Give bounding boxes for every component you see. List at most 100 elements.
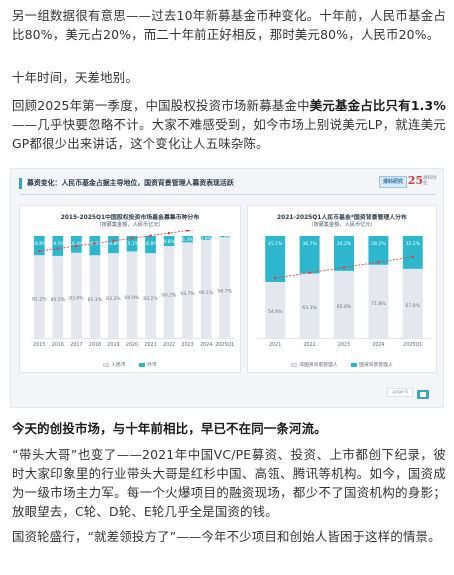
chart-panel-currency: 2015-2025Q1中国股权投资市场基金募集币种分布 （按募集金额，人民币亿元…: [19, 205, 241, 373]
bar-人民币: [126, 251, 138, 338]
infographic-title: 募资变化：人民币基金占据主导地位，国资背景管理人募资表现活跃: [27, 179, 234, 187]
trend-point: [37, 249, 41, 253]
trend-point: [186, 230, 189, 232]
article-paragraph-1: 另一组数据很有意思——过去10年新募基金币种变化。十年前，人民币基金占比80%，…: [12, 8, 446, 42]
manager-bar-chart: 54.9% 45.1% 2021 63.3% 36.7% 2022 65.8% 34.2% 20…: [258, 236, 430, 348]
legend-label-foreign: 外币: [147, 363, 157, 368]
data-label: 32.2%: [406, 241, 421, 247]
data-label: 36.7%: [302, 241, 317, 247]
tick-label: 2025Q1: [403, 342, 422, 348]
data-label: 96.1%: [199, 290, 214, 296]
tick-label: 2018: [89, 342, 101, 348]
trend-point: [112, 239, 115, 243]
data-label: 93.7%: [180, 291, 195, 297]
trend-point: [93, 242, 97, 245]
bar-外币: [145, 236, 156, 254]
bar-非国资背景管理人: [299, 273, 320, 338]
paragraph-3-highlight: 美元基金占比只有1.3%: [309, 98, 446, 113]
tick-label: 2022: [163, 342, 175, 348]
bar-外币: [219, 236, 231, 238]
tick-label: 2020: [126, 342, 138, 348]
anniversary-logo-text: 清科创业: [423, 176, 437, 186]
data-label: 67.8%: [406, 303, 421, 309]
tick-label: 2025Q1: [215, 342, 234, 348]
document-icon: [417, 390, 429, 399]
trend-point: [130, 236, 134, 240]
trend-point: [377, 260, 380, 264]
tick-label: 2022: [303, 342, 315, 348]
data-label: 16.8%: [106, 241, 121, 247]
data-label: 1.3%: [219, 235, 231, 241]
chart-title: 2015-2025Q1中国股权投资市场基金募集币种分布: [60, 215, 200, 221]
data-label: 84.9%: [125, 295, 140, 301]
bar-国资背景管理人: [368, 236, 389, 265]
currency-bar-chart: 81.2% 18.8% 2015 80.5% 19.5% 2016 83.6% 16.4% 20…: [30, 230, 234, 348]
bar-外币: [126, 236, 138, 252]
bar-国资背景管理人: [334, 236, 354, 271]
trend-point: [167, 231, 171, 235]
infographic-header: 募资变化：人民币基金占据主导地位，国资背景管理人募资表现活跃 清科研究 25 清…: [11, 169, 443, 197]
bar-外币: [33, 236, 45, 256]
bar-人民币: [219, 237, 231, 338]
tick-label: 2021: [144, 342, 156, 348]
data-label: 54.9%: [268, 309, 283, 315]
tick-label: 2024: [200, 342, 212, 348]
bar-外币: [163, 236, 175, 246]
trend-point: [308, 271, 311, 275]
bar-人民币: [52, 255, 64, 338]
trend-line: [275, 256, 413, 279]
legend-label-non-state: 非国资背景管理人: [299, 363, 338, 368]
bar-非国资背景管理人: [402, 268, 423, 338]
chart-title: 2021-2025Q1人民币基金*国资背景管理人分布: [277, 215, 407, 221]
legend-swatch-rmb: [103, 362, 110, 367]
article-paragraph-2: 十年时间，天差地别。: [12, 70, 138, 85]
trend-point: [342, 266, 346, 269]
legend-swatch-state: [351, 362, 358, 367]
paragraph-3-text-c: ——几乎快要忽略不计。大家不难感受到，如今市场上别说美元LP，就连美元GP都很少…: [12, 117, 446, 151]
bar-非国资背景管理人: [265, 282, 286, 338]
anniversary-logo-number: 25: [407, 174, 423, 187]
article-paragraph-3: 回顾2025年第一季度，中国股权投资市场新募基金中美元基金占比只有1.3% ——几…: [12, 96, 446, 153]
data-label: 83.6%: [69, 296, 84, 302]
bar-国资背景管理人: [402, 236, 423, 269]
data-label: 81.2%: [32, 297, 47, 303]
bar-外币: [108, 236, 119, 254]
bar-非国资背景管理人: [334, 270, 354, 338]
header-divider: [19, 194, 435, 195]
data-label: 80.5%: [51, 297, 66, 303]
chart-legend: 非国资背景管理人 国资背景管理人: [248, 361, 436, 368]
tick-label: 2023: [182, 342, 194, 348]
data-label: 63.3%: [302, 305, 317, 311]
tick-label: 2015: [33, 342, 45, 348]
data-label: 90.2%: [162, 293, 177, 299]
tick-label: 2016: [52, 342, 64, 348]
legend-swatch-foreign: [139, 362, 146, 367]
bar-人民币: [70, 252, 82, 338]
data-label: 15.1%: [125, 241, 140, 247]
legend-label-rmb: 人民币: [111, 363, 126, 368]
chart-panel-manager: 2021-2025Q1人民币基金*国资背景管理人分布 （按募集金额，人民币亿元）…: [247, 205, 437, 373]
tick-label: 2017: [70, 342, 82, 348]
bar-人民币: [145, 253, 156, 338]
tick-label: 2019: [107, 342, 119, 348]
bar-外币: [200, 236, 212, 240]
data-label: 83.2%: [143, 296, 158, 302]
trend-point: [273, 276, 277, 280]
bar-外币: [89, 236, 101, 256]
infographic: 募资变化：人民币基金占据主导地位，国资背景管理人募资表现活跃 清科研究 25 清…: [10, 168, 444, 408]
bar-外币: [182, 236, 194, 243]
data-label: 3.9%: [200, 236, 212, 242]
bar-非国资背景管理人: [368, 264, 389, 338]
data-label: 71.8%: [371, 301, 386, 307]
chart-legend: 人民币 外币: [20, 361, 240, 368]
bar-人民币: [108, 253, 119, 338]
trend-point: [56, 247, 60, 250]
data-label: 34.2%: [337, 241, 352, 247]
tick-label: 2024: [372, 342, 384, 348]
bar-外币: [52, 236, 64, 256]
data-label: 65.8%: [337, 304, 352, 310]
data-label: 83.2%: [106, 296, 121, 302]
bar-人民币: [163, 245, 175, 338]
bar-外币: [70, 236, 82, 253]
article-paragraph-5: “带头大哥”也变了——2021年中国VC/PE募资、投资、上市都创下纪录，彼时大…: [12, 447, 446, 519]
